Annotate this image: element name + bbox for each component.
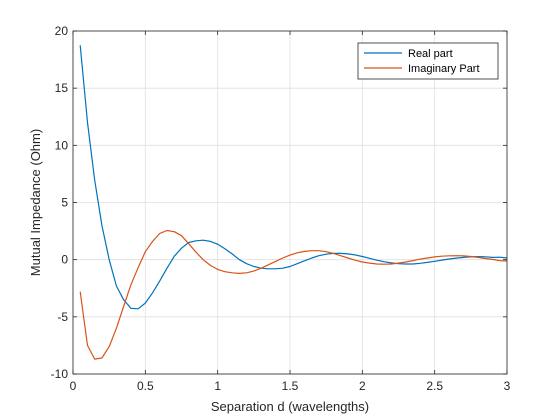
y-tick-label: -10 [51, 367, 69, 381]
x-tick-label: 2 [359, 379, 366, 393]
y-tick-label: 5 [61, 196, 68, 210]
x-tick-label: 0.5 [137, 379, 154, 393]
legend-label-imaginary-part: Imaginary Part [408, 63, 480, 75]
series-line-imaginary-part [79, 229, 508, 360]
y-tick-label: 20 [55, 24, 69, 38]
series-line-real-part [79, 45, 508, 310]
x-tick-label: 1 [214, 379, 221, 393]
x-tick-label: 1.5 [282, 379, 299, 393]
y-tick-label: 0 [61, 253, 68, 267]
y-tick-label: 15 [55, 81, 69, 95]
ticks: 0 0.5 1 1.5 2 2.5 3 -10 -5 0 5 10 15 20 [51, 24, 511, 393]
series-layer [79, 45, 508, 360]
x-tick-label: 2.5 [426, 379, 443, 393]
legend-label-real-part: Real part [408, 48, 453, 60]
y-tick-label: 10 [55, 138, 69, 152]
x-tick-label: 3 [504, 379, 511, 393]
x-tick-label: 0 [70, 379, 77, 393]
legend-box [357, 42, 499, 80]
y-axis-label: Mutual Impedance (Ohm) [28, 129, 43, 276]
x-axis-label: Separation d (wavelengths) [211, 399, 369, 414]
legend: Real part Imaginary Part [357, 42, 499, 80]
y-tick-label: -5 [57, 310, 68, 324]
